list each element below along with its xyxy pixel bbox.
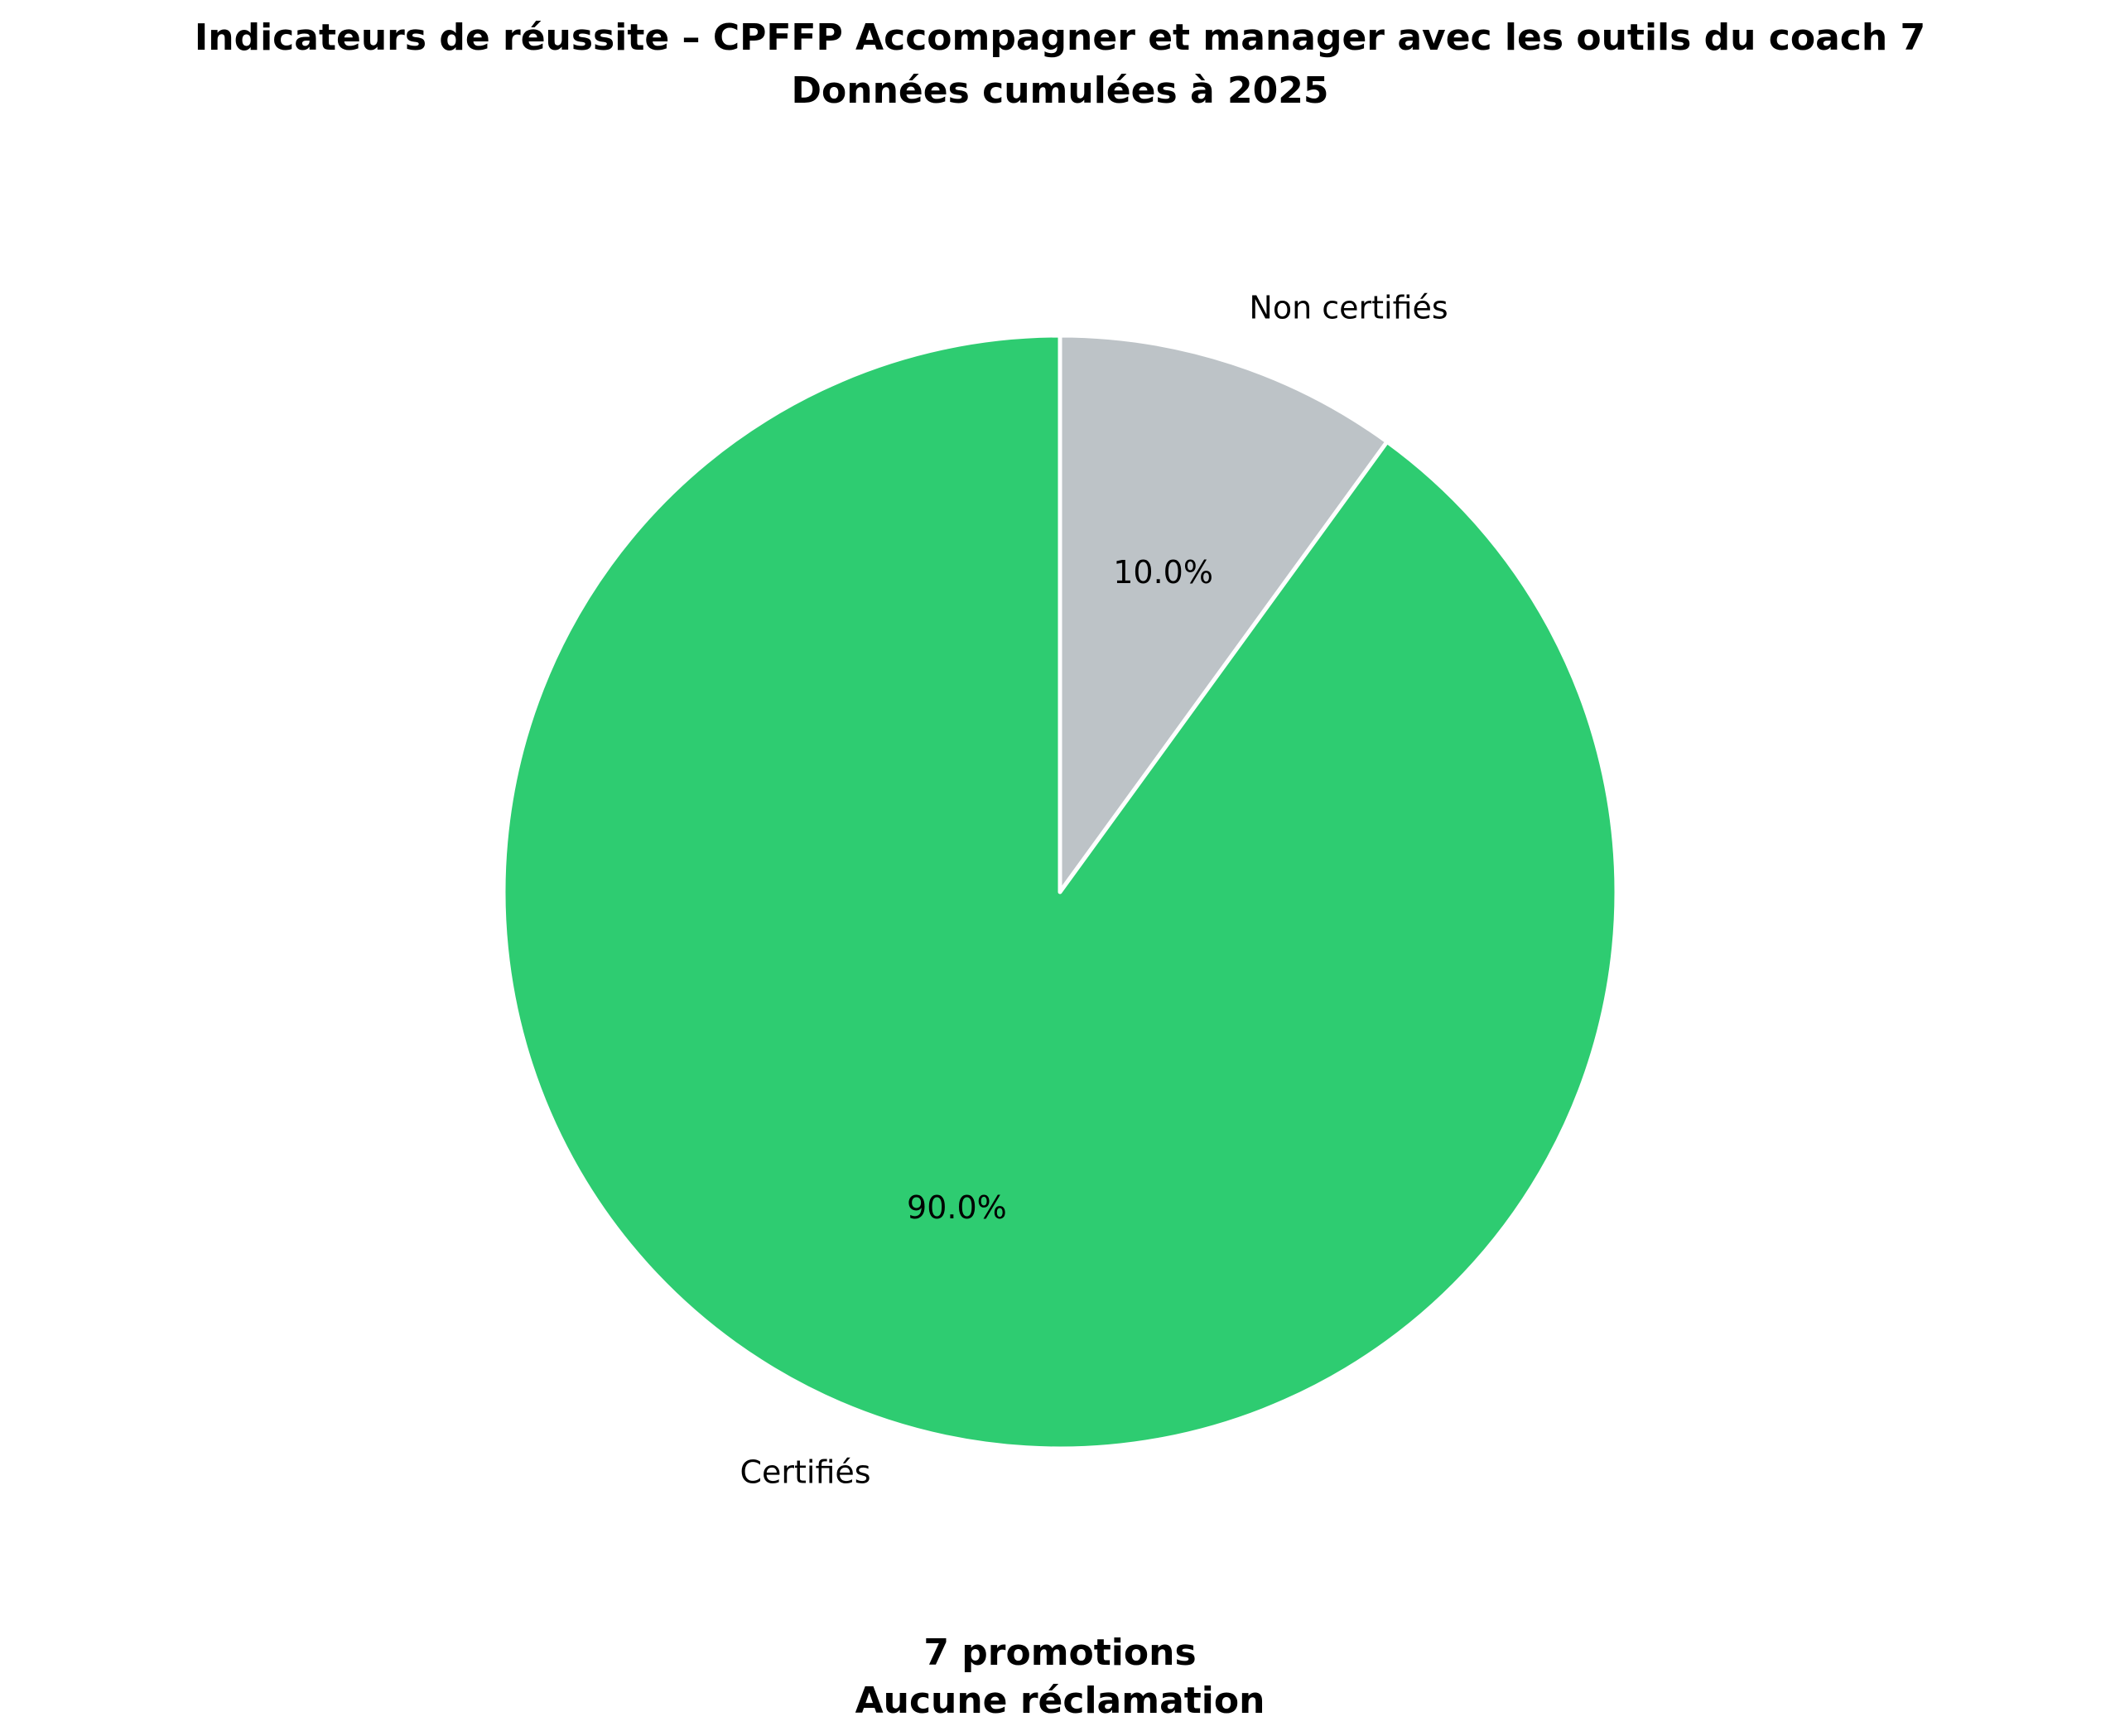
pie-slices: [501, 333, 1619, 1451]
pie-slice-non-certifies: [1058, 333, 1390, 895]
pie-labels: Non certifiés 10.0% Certifiés 90.0%: [740, 289, 1448, 1490]
footer-promotions: 7 promotions: [923, 1632, 1196, 1674]
chart-subtitle: Données cumulées à 2025: [792, 70, 1329, 112]
slice-value-certifies: 90.0%: [907, 1189, 1007, 1226]
slice-value-non-certifies: 10.0%: [1113, 554, 1213, 591]
footer-reclamation: Aucune réclamation: [855, 1680, 1265, 1722]
slice-label-non-certifies: Non certifiés: [1249, 289, 1448, 326]
pie-slice-certifies: [501, 333, 1619, 1451]
chart-title: Indicateurs de réussite – CPFFP Accompag…: [195, 17, 1925, 59]
slice-label-certifies: Certifiés: [740, 1454, 870, 1491]
